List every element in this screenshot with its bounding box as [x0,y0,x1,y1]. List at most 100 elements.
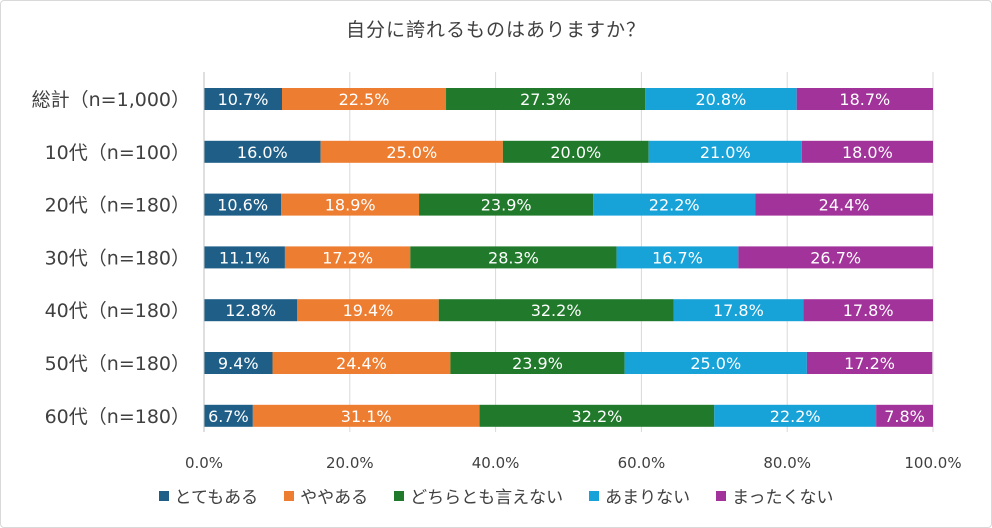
data-label: 12.8% [225,301,276,320]
data-label: 25.0% [386,143,437,162]
bar-segment [204,193,282,216]
legend-swatch [394,490,405,501]
chart-legend: とてもある ややある どちらとも言えない あまりない まったくない [0,483,992,508]
legend-item: ややある [284,483,368,508]
data-label: 18.7% [839,90,890,109]
bar-segment [479,404,715,427]
bar-segment [803,299,933,322]
data-label: 10.6% [217,196,268,215]
bar-segment [282,88,447,110]
bar-segment [801,140,933,163]
bar-segment [738,246,933,269]
data-label: 18.9% [325,196,376,215]
data-label: 20.0% [550,143,601,162]
data-label: 21.0% [700,143,751,162]
data-label: 11.1% [219,248,270,267]
bar-segment [438,299,674,322]
data-label: 18.0% [842,143,893,162]
bar-segment [204,88,283,110]
legend-item: どちらとも言えない [394,483,563,508]
category-label: 60代（n=180） [45,406,190,428]
data-label: 22.5% [339,90,390,109]
bar-segment [593,193,756,216]
bar-segment [714,404,877,427]
data-label: 22.2% [770,407,821,426]
bar-segment [320,140,503,163]
bar-segment [281,193,420,216]
bar-segment [755,193,933,216]
category-label: 10代（n=100） [45,142,190,164]
bar-segment [648,140,802,163]
data-label: 16.0% [237,143,288,162]
chart-title: 自分に誇れるものはありますか？ [345,19,646,41]
x-tick-label: 40.0% [472,454,520,472]
data-label: 25.0% [690,354,741,373]
legend-swatch [284,490,295,501]
data-label: 23.9% [481,196,532,215]
data-label: 31.1% [341,407,392,426]
data-label: 23.9% [512,354,563,373]
legend-label: とてもある [174,488,259,508]
legend-swatch [589,490,600,501]
data-label: 16.7% [652,248,703,267]
bar-segment [502,140,649,163]
data-label: 32.2% [572,407,623,426]
data-label: 20.8% [695,90,746,109]
data-label: 17.2% [844,354,895,373]
legend-swatch [716,490,727,501]
category-label: 総計（n=1,000） [32,89,190,111]
x-tick-label: 80.0% [763,454,811,472]
x-tick-label: 60.0% [618,454,666,472]
legend-swatch [158,490,169,501]
bar-segment [796,88,933,110]
legend-item: まったくない [716,483,833,508]
bar-segment [446,88,646,110]
data-label: 10.7% [218,90,269,109]
category-label: 20代（n=180） [45,195,190,217]
bar-segment [616,246,739,269]
bar-segment [297,299,439,322]
data-label: 19.4% [343,301,394,320]
bar-segment [204,404,253,427]
category-label: 30代（n=180） [45,247,190,269]
legend-label: ややある [300,488,369,508]
legend-label: どちらとも言えない [410,488,564,508]
x-tick-label: 100.0% [904,454,961,472]
legend-label: まったくない [732,488,834,508]
bar-segment [410,246,617,269]
bar-segment [806,352,933,374]
x-tick-label: 20.0% [326,454,374,472]
bar-segment [645,88,797,110]
data-label: 6.7% [208,407,249,426]
legend-label: あまりない [605,488,691,508]
data-label: 17.2% [322,248,373,267]
bar-segment [624,352,807,374]
data-label: 17.8% [843,301,894,320]
bar-segment [284,246,411,269]
bar-segment [204,140,321,163]
bar-segment [204,246,285,269]
category-label: 40代（n=180） [45,300,190,322]
bar-segment [876,404,933,427]
x-tick-label: 0.0% [185,454,223,472]
bar-segment [252,404,480,427]
data-label: 7.8% [884,407,925,426]
data-label: 17.8% [713,301,764,320]
category-label: 50代（n=180） [45,353,190,375]
data-label: 22.2% [649,196,700,215]
data-label: 24.4% [336,354,387,373]
data-label: 27.3% [520,90,571,109]
bar-segment [673,299,804,322]
bar-segment [419,193,594,216]
data-label: 32.2% [531,301,582,320]
bar-segment [272,352,451,374]
data-label: 26.7% [810,248,861,267]
legend-item: とてもある [158,483,259,508]
legend-item: あまりない [589,483,690,508]
data-label: 9.4% [218,354,259,373]
bar-segment [204,299,298,322]
data-label: 24.4% [819,196,870,215]
data-label: 28.3% [488,248,539,267]
bar-segment [450,352,625,374]
